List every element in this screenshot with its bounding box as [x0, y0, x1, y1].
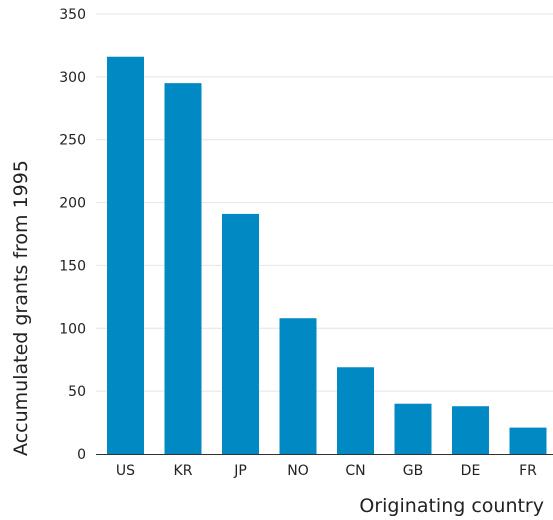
y-tick-label-200: 200 — [59, 196, 86, 212]
y-tick-label-350: 350 — [59, 7, 86, 23]
x-axis-title: Originating country — [359, 495, 544, 517]
bar-gb — [394, 403, 432, 454]
bar-jp — [222, 213, 259, 454]
x-tick-label-no: NO — [287, 463, 309, 479]
y-tick-labels: 0 50 100 150 200 250 300 350 — [59, 7, 86, 463]
bars — [107, 56, 547, 455]
y-tick-label-300: 300 — [59, 70, 86, 86]
y-tick-label-150: 150 — [59, 258, 86, 274]
x-tick-label-us: US — [116, 463, 135, 479]
bar-no — [279, 318, 317, 454]
x-tick-label-jp: JP — [233, 463, 247, 479]
y-tick-label-50: 50 — [68, 384, 86, 400]
y-tick-label-250: 250 — [59, 133, 86, 149]
bar-cn — [337, 367, 374, 454]
bar-kr — [164, 83, 202, 455]
x-tick-label-gb: GB — [403, 463, 423, 479]
x-tick-label-cn: CN — [345, 463, 365, 479]
x-tick-label-kr: KR — [174, 463, 193, 479]
y-tick-label-100: 100 — [59, 321, 86, 337]
x-tick-label-de: DE — [461, 463, 481, 479]
x-tick-labels: US KR JP NO CN GB DE FR — [116, 463, 537, 479]
bar-de — [452, 406, 489, 454]
bar-fr — [509, 427, 547, 454]
x-tick-label-fr: FR — [519, 463, 537, 479]
y-tick-label-0: 0 — [77, 447, 86, 463]
bar-us — [107, 56, 144, 454]
y-axis-title: Accumulated grants from 1995 — [10, 160, 32, 456]
